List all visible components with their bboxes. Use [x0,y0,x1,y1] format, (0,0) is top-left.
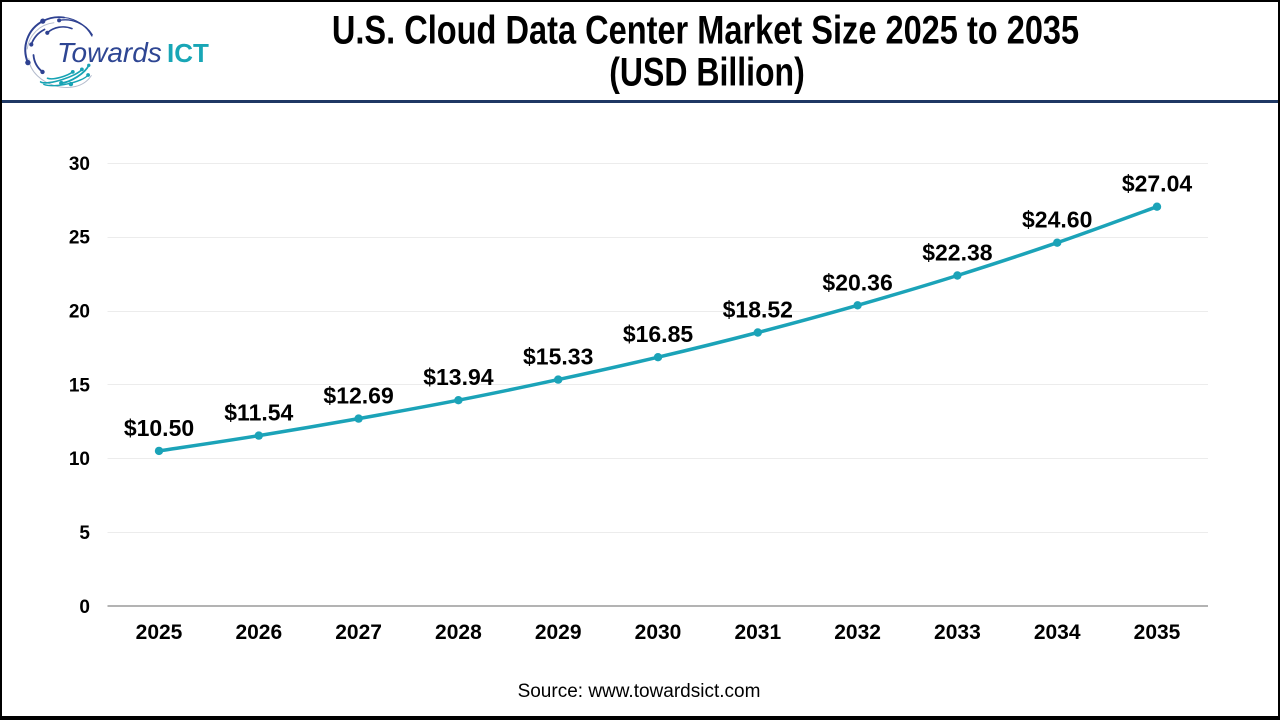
svg-text:ICT: ICT [167,38,209,68]
svg-text:$16.85: $16.85 [623,321,694,347]
svg-text:0: 0 [79,597,90,618]
svg-text:$20.36: $20.36 [822,269,892,295]
svg-text:20: 20 [69,302,90,323]
svg-text:2034: 2034 [1034,621,1081,644]
svg-text:$12.69: $12.69 [323,383,393,409]
svg-text:$18.52: $18.52 [723,297,793,323]
svg-text:$15.33: $15.33 [523,344,593,370]
svg-text:$11.54: $11.54 [224,400,293,426]
svg-text:30: 30 [69,154,90,175]
svg-text:2029: 2029 [535,621,582,644]
svg-text:2033: 2033 [934,621,981,644]
svg-text:2026: 2026 [235,621,282,644]
svg-text:10: 10 [69,449,90,470]
svg-text:(USD Billion): (USD Billion) [609,49,805,94]
svg-text:2032: 2032 [834,621,881,644]
svg-text:U.S. Cloud Data Center Market: U.S. Cloud Data Center Market Size 2025 … [332,7,1079,52]
svg-text:2030: 2030 [635,621,682,644]
svg-text:$27.04: $27.04 [1122,171,1193,197]
svg-text:2028: 2028 [435,621,482,644]
svg-text:Source: www.towardsict.com: Source: www.towardsict.com [518,681,761,702]
svg-text:$24.60: $24.60 [1022,207,1092,233]
svg-text:Towards: Towards [57,37,162,68]
svg-text:$13.94: $13.94 [423,364,494,390]
svg-text:2027: 2027 [335,621,382,644]
svg-text:$10.50: $10.50 [124,415,194,441]
svg-text:2025: 2025 [136,621,183,644]
svg-text:5: 5 [79,523,90,544]
svg-text:2035: 2035 [1134,621,1181,644]
svg-text:25: 25 [69,228,91,249]
svg-text:15: 15 [69,375,91,396]
svg-text:2031: 2031 [734,621,781,644]
svg-text:$22.38: $22.38 [922,240,993,266]
